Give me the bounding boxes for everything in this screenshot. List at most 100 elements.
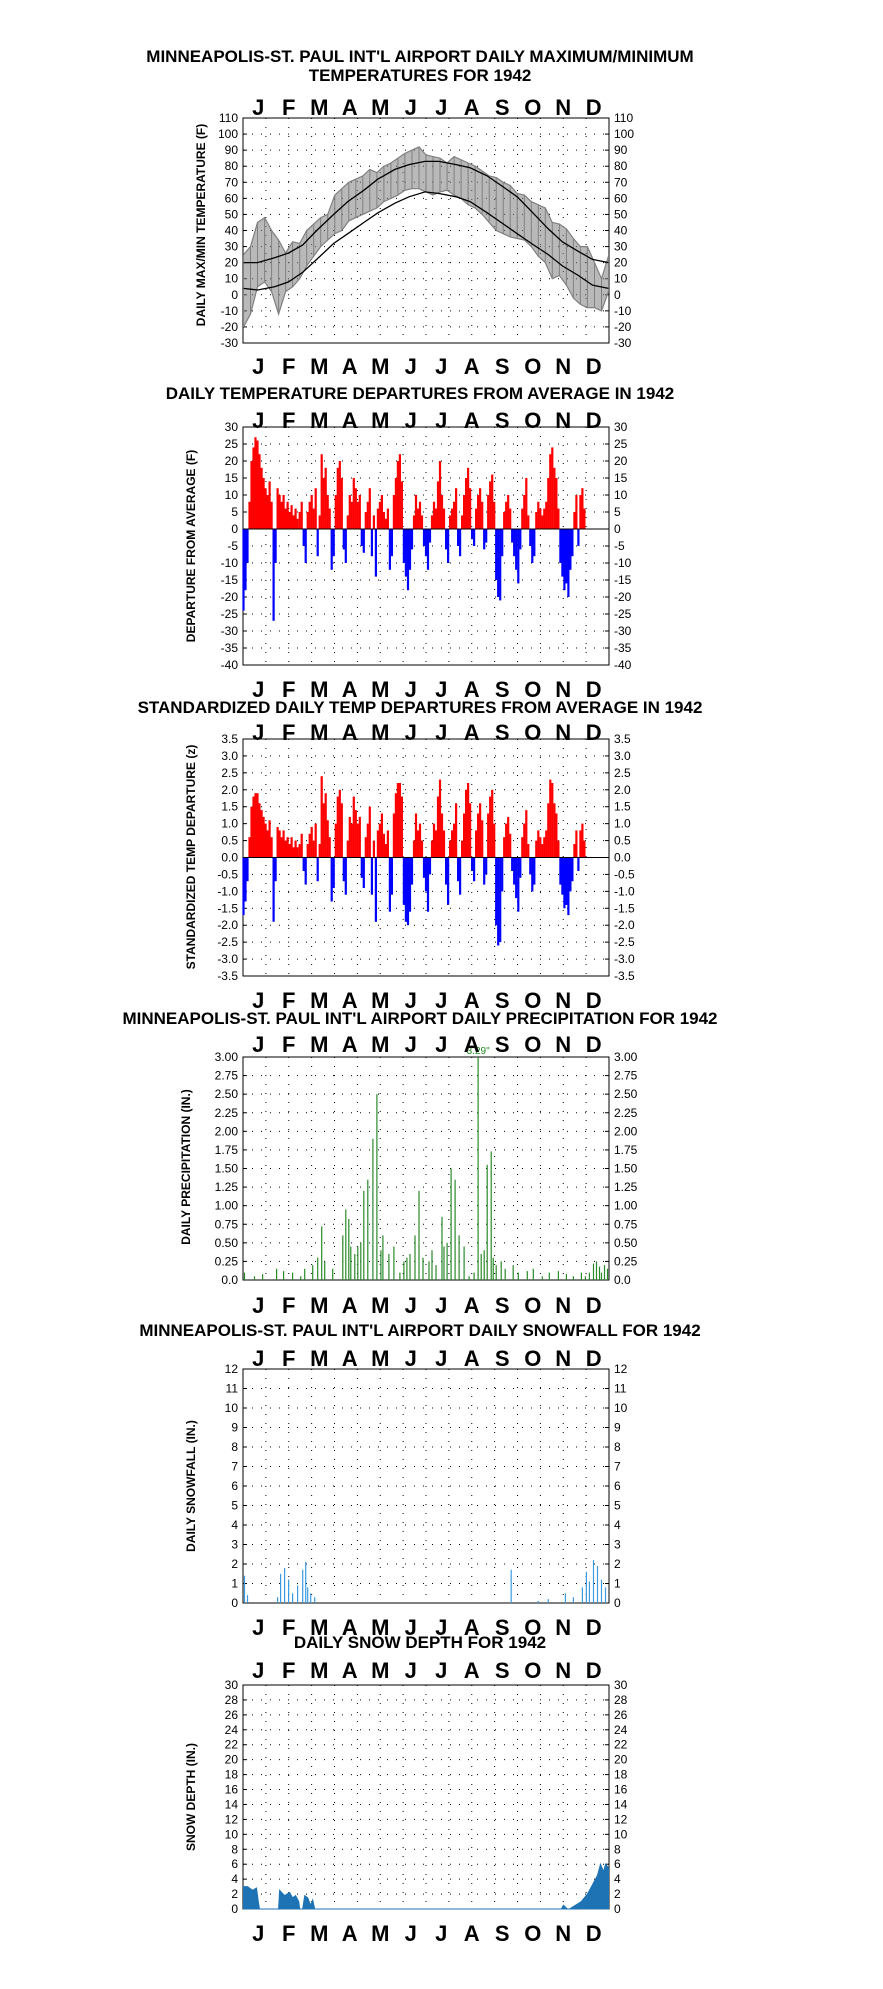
data-bar [483,1250,485,1280]
y-tick-label-left: 20 [225,1753,239,1767]
month-label-bottom: F [282,677,295,702]
data-bar [559,857,562,885]
data-bar [533,857,536,885]
data-bar [296,518,299,529]
data-bar [469,803,472,858]
data-bar [350,823,353,858]
data-bar [246,857,249,882]
data-bar [316,857,319,882]
month-label-top: A [464,1346,480,1371]
data-bar [503,837,506,858]
data-bar [418,501,422,529]
data-bar [541,515,544,529]
y-tick-label-right: -2.0 [614,918,635,932]
data-bar [354,488,357,529]
data-bar [292,1593,294,1604]
data-bar [367,1179,369,1280]
month-label-top: J [435,95,447,120]
y-tick-label-left: 3.00 [215,1050,239,1064]
y-tick-label-left: 70 [225,175,239,189]
data-bar [491,474,494,529]
data-bar [492,1257,494,1280]
data-bar [360,529,363,546]
y-tick-label-right: 14 [614,1797,628,1811]
data-bar [366,501,369,529]
data-bar [428,1261,430,1280]
y-tick-label-left: -30 [221,624,239,638]
data-bar [330,857,333,902]
data-bar [338,461,341,529]
data-bar [581,823,584,858]
y-tick-label-right: 0.25 [614,1254,638,1268]
data-bar [497,857,500,946]
data-bar [396,461,399,529]
data-bar [577,857,580,871]
data-bar [501,857,504,892]
y-tick-label-left: -40 [221,658,239,672]
data-bar [512,1265,514,1280]
data-bar [358,816,361,858]
data-bar [270,837,273,858]
y-tick-label-left: -3.5 [217,969,238,983]
data-bar [403,1261,405,1280]
y-tick-label-left: -1.5 [217,901,238,915]
y-tick-label-right: -1.5 [614,901,635,915]
y-tick-label-left: 6 [231,1479,238,1493]
data-bar [438,461,442,529]
data-bar [571,529,574,557]
y-tick-label-right: 110 [614,111,633,125]
data-bar [282,495,285,529]
data-bar [362,857,365,888]
data-bar [274,529,277,563]
y-tick-label-right: -0.5 [614,867,635,881]
y-tick-label-left: 1.0 [221,817,238,831]
data-bar [394,478,397,529]
month-label-bottom: S [495,1921,510,1946]
data-bar [388,857,391,912]
month-label-bottom: S [495,1293,510,1318]
y-tick-label-right: 10 [614,488,628,502]
data-bar [509,833,512,858]
month-label-top: O [524,1032,541,1057]
data-bar [357,1246,359,1280]
y-tick-label-left: 2.0 [221,783,238,797]
y-tick-label-left: 110 [219,111,238,125]
y-axis-label: STANDARDIZED TEMP DEPARTURE (z) [184,745,198,970]
data-bar [493,823,496,858]
data-bar [256,440,259,529]
month-label-top: N [555,408,571,433]
y-tick-label-right: -20 [614,320,632,334]
chart-title: MINNEAPOLIS-ST. PAUL INT'L AIRPORT DAILY… [139,1321,700,1340]
data-bar [352,478,355,529]
normal-low-line [243,191,609,291]
y-tick-label-left: 2.5 [221,766,238,780]
data-bar [352,796,355,858]
y-tick-label-right: 8 [614,1440,621,1454]
data-bar [557,508,560,529]
month-label-top: N [555,1346,571,1371]
y-tick-label-right: -15 [614,573,632,587]
data-bar [581,1587,583,1603]
month-label-top: A [464,1658,480,1683]
y-tick-label-left: 2 [231,1557,238,1571]
y-tick-label-right: 18 [614,1768,628,1782]
month-label-top: A [342,95,358,120]
data-bar [543,837,546,858]
data-bar [262,1274,264,1280]
y-tick-label-left: 20 [225,454,239,468]
snow-depth-chart: DAILY SNOW DEPTH FOR 1942 SNOW DEPTH (IN… [184,1633,628,1946]
data-bar [563,529,566,591]
y-tick-label-right: 2.00 [614,1124,638,1138]
data-bar [280,1573,282,1604]
y-tick-label-right: 10 [614,272,628,286]
y-tick-label-left: 2.25 [215,1106,239,1120]
data-bar [288,512,291,529]
month-label-top: O [524,408,541,433]
data-bar [477,495,480,529]
data-bar [360,1242,362,1280]
data-bar [495,1265,497,1280]
y-tick-label-left: 100 [218,127,238,141]
data-bar [243,1272,246,1280]
y-tick-label-right: 50 [614,207,628,221]
data-bar [483,529,486,550]
